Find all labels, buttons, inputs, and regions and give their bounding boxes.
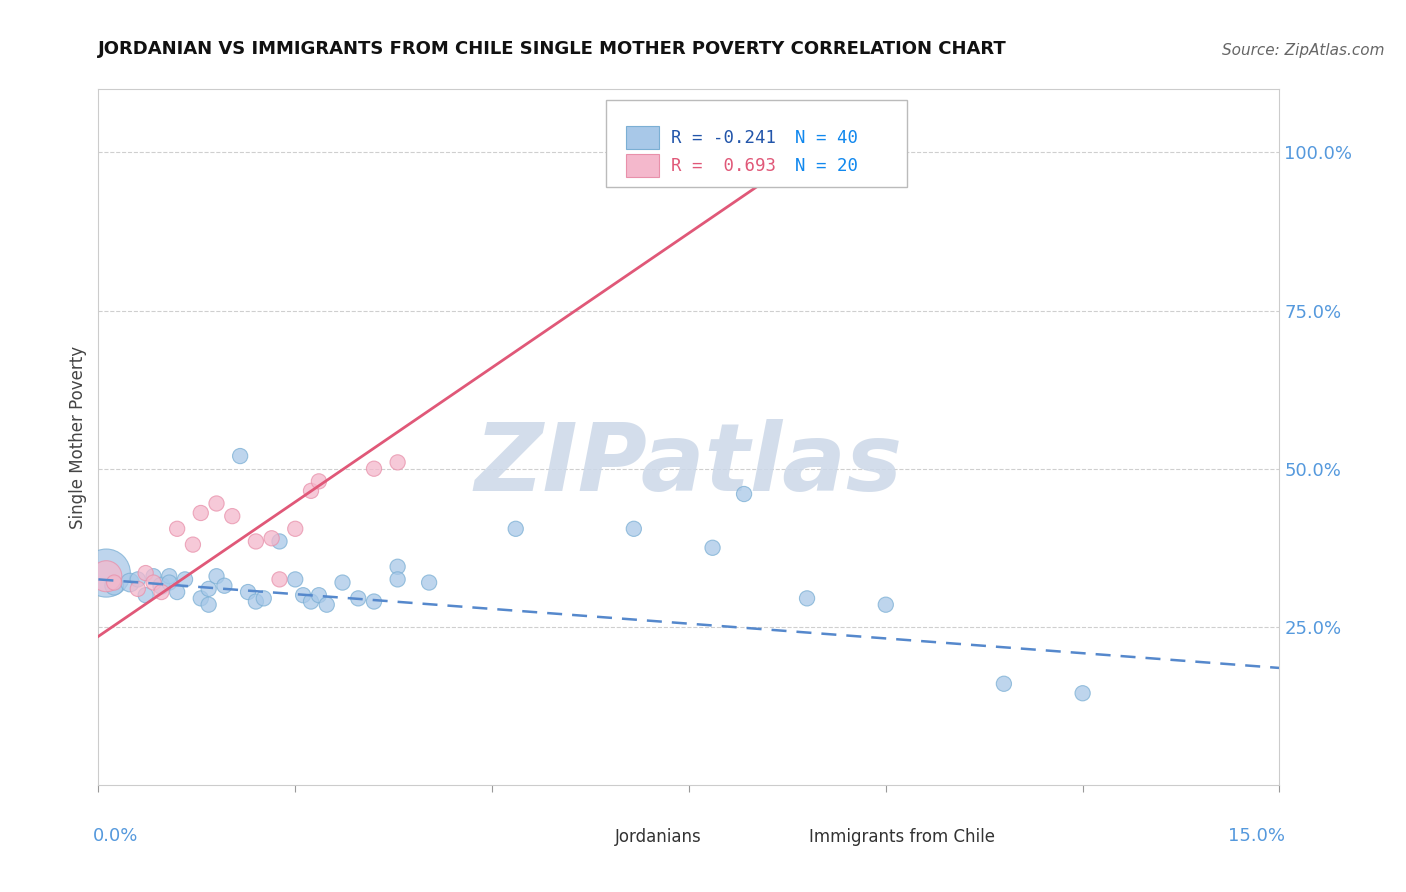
Point: [150, 579, 173, 593]
Point: [174, 573, 197, 587]
Bar: [571, 826, 596, 848]
Point: [796, 591, 818, 606]
Point: [299, 594, 322, 608]
Point: [347, 591, 370, 606]
Point: [142, 569, 165, 583]
Point: [157, 575, 180, 590]
Point: [308, 475, 330, 489]
Point: [875, 598, 897, 612]
Point: [197, 598, 219, 612]
Text: N = 20: N = 20: [796, 156, 858, 175]
Point: [166, 585, 188, 599]
Point: [308, 588, 330, 602]
Point: [269, 534, 291, 549]
Point: [245, 594, 267, 608]
Point: [181, 538, 204, 552]
Y-axis label: Single Mother Poverty: Single Mother Poverty: [69, 345, 87, 529]
Text: JORDANIAN VS IMMIGRANTS FROM CHILE SINGLE MOTHER POVERTY CORRELATION CHART: JORDANIAN VS IMMIGRANTS FROM CHILE SINGL…: [98, 40, 1007, 58]
Point: [245, 534, 267, 549]
Point: [387, 559, 409, 574]
Point: [118, 575, 141, 590]
Point: [142, 575, 165, 590]
Point: [623, 522, 645, 536]
Point: [190, 506, 212, 520]
Point: [284, 522, 307, 536]
Point: [96, 569, 118, 583]
Point: [363, 461, 385, 475]
Point: [221, 509, 243, 524]
Point: [505, 522, 527, 536]
Point: [253, 591, 276, 606]
Bar: [766, 826, 792, 848]
Point: [190, 591, 212, 606]
Point: [229, 449, 252, 463]
Point: [127, 582, 149, 596]
Point: [135, 566, 157, 580]
Text: 0.0%: 0.0%: [93, 827, 138, 845]
Text: N = 40: N = 40: [796, 128, 858, 146]
Text: Jordanians: Jordanians: [614, 828, 702, 847]
Point: [387, 573, 409, 587]
Point: [135, 588, 157, 602]
Text: R =  0.693: R = 0.693: [671, 156, 776, 175]
Text: 15.0%: 15.0%: [1229, 827, 1285, 845]
Point: [733, 487, 755, 501]
Point: [157, 569, 180, 583]
Point: [103, 575, 125, 590]
Bar: [626, 127, 659, 149]
Point: [315, 598, 337, 612]
Point: [205, 496, 228, 510]
Point: [387, 455, 409, 469]
Point: [292, 588, 315, 602]
Text: ZIPatlas: ZIPatlas: [475, 419, 903, 511]
Point: [260, 531, 283, 545]
Point: [127, 573, 149, 587]
Point: [993, 677, 1015, 691]
Bar: [626, 154, 659, 177]
Text: R = -0.241: R = -0.241: [671, 128, 776, 146]
Point: [1071, 686, 1094, 700]
Point: [103, 579, 125, 593]
Point: [299, 483, 322, 498]
Point: [284, 573, 307, 587]
FancyBboxPatch shape: [606, 100, 907, 186]
Text: Immigrants from Chile: Immigrants from Chile: [810, 828, 995, 847]
Point: [166, 522, 188, 536]
Point: [96, 566, 118, 580]
Text: Source: ZipAtlas.com: Source: ZipAtlas.com: [1222, 43, 1385, 58]
Point: [332, 575, 354, 590]
Point: [205, 569, 228, 583]
Point: [150, 585, 173, 599]
Point: [702, 541, 724, 555]
Point: [418, 575, 440, 590]
Point: [214, 579, 236, 593]
Point: [197, 582, 219, 596]
Point: [269, 573, 291, 587]
Point: [236, 585, 259, 599]
Point: [796, 145, 818, 160]
Point: [363, 594, 385, 608]
